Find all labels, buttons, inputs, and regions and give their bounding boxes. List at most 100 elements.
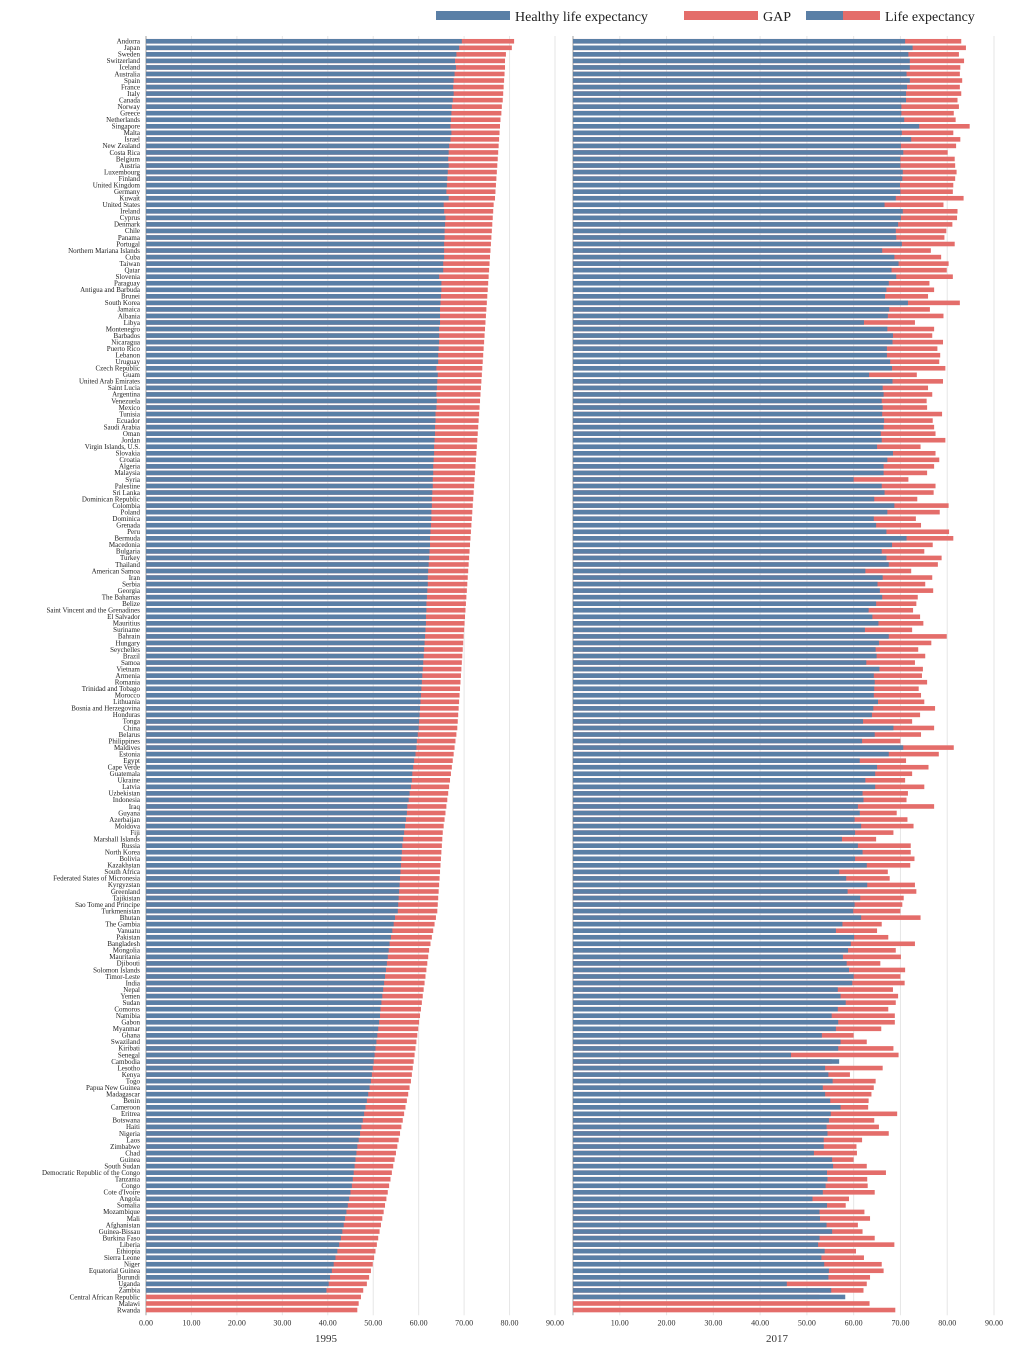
bar-1995-healthy-bar (146, 333, 440, 338)
country-label: Kyrgyzstan (108, 881, 141, 889)
x-tick-label: 10.00 (611, 1318, 629, 1327)
bar-2017-healthy-bar (573, 313, 888, 319)
bar-1995-healthy-bar (146, 549, 430, 554)
bar-2017-healthy-bar (573, 974, 854, 979)
bar-1995-healthy-bar (146, 1190, 351, 1195)
bar-1995-healthy-bar (146, 496, 432, 502)
bar-1995-healthy-bar (146, 627, 426, 633)
country-label: Slovenia (116, 273, 141, 281)
bar-1995-healthy-bar (146, 738, 417, 744)
bar-1995-healthy-bar (146, 411, 436, 417)
x-tick-label: 0.00 (139, 1318, 153, 1327)
bar-2017-healthy-bar (573, 758, 860, 763)
bar-2017-healthy-bar (573, 738, 863, 744)
country-label: Argentina (112, 391, 141, 399)
bar-2017-healthy-bar (573, 1091, 826, 1097)
bar-2017-healthy-bar (573, 84, 907, 90)
bar-1995-healthy-bar (146, 1288, 327, 1293)
bar-2017-healthy-bar (573, 536, 907, 541)
country-label: Tanzania (115, 1176, 141, 1184)
bar-1995-healthy-bar (146, 405, 437, 410)
country-label: Timor-Leste (105, 973, 140, 981)
bar-2017-healthy-bar (573, 653, 877, 659)
bar-1995-healthy-bar (146, 1131, 361, 1136)
bar-2017-healthy-bar (573, 771, 876, 777)
bar-1995-healthy-bar (146, 1222, 344, 1228)
bar-2017-healthy-bar (573, 549, 882, 554)
country-label: Saint Vincent and the Grenadines (46, 607, 140, 615)
bar-1995-healthy-bar (146, 1176, 353, 1182)
bar-1995-healthy-bar (146, 562, 429, 567)
bar-1995-gap-bar (146, 1294, 361, 1300)
bar-2017-healthy-bar (573, 91, 907, 96)
country-label: Grenada (116, 522, 141, 530)
country-label: Nicaragua (111, 338, 141, 346)
country-label: Guyana (118, 809, 141, 817)
country-label: Federated States of Micronesia (53, 875, 141, 883)
bar-2017-healthy-bar (573, 1006, 838, 1012)
bar-2017-healthy-bar (573, 202, 885, 208)
bar-2017-healthy-bar (573, 804, 858, 809)
bar-1995-healthy-bar (146, 1033, 378, 1038)
country-label: Bosnia and Herzegovina (71, 705, 141, 713)
bar-2017-healthy-bar (573, 38, 906, 44)
country-label: Israel (124, 136, 140, 144)
bar-1995-healthy-bar (146, 464, 434, 469)
bar-2017-healthy-bar (573, 333, 893, 338)
country-label: Solomon Islands (93, 966, 140, 974)
bar-1995-healthy-bar (146, 758, 415, 763)
bar-1995-healthy-bar (146, 928, 393, 934)
bar-1995-healthy-bar (146, 732, 418, 737)
country-label: Mozambique (103, 1208, 140, 1216)
bar-2017-healthy-bar (573, 287, 887, 293)
country-label: Canada (119, 96, 141, 104)
country-label: Tonga (123, 718, 141, 726)
bar-2017-healthy-bar (573, 1019, 839, 1025)
country-label: Suriname (113, 626, 140, 634)
country-label: Philippines (108, 737, 140, 745)
bar-1995-healthy-bar (146, 987, 384, 992)
bar-1995-healthy-bar (146, 326, 440, 332)
bar-1995-healthy-bar (146, 359, 439, 365)
bar-2017-healthy-bar (573, 542, 893, 548)
country-label: Taiwan (119, 260, 140, 268)
bar-1995-healthy-bar (146, 1026, 379, 1032)
legend-swatch-life-blue (806, 11, 843, 20)
country-label: Marshall Islands (94, 835, 141, 843)
bar-2017-healthy-bar (573, 987, 838, 992)
country-label: Uganda (118, 1280, 141, 1288)
bar-2017-healthy-bar (573, 666, 880, 672)
country-label: Palestine (115, 482, 140, 490)
bar-1995-healthy-bar (146, 666, 423, 672)
bar-2017-healthy-bar (573, 1046, 839, 1051)
bar-1995-healthy-bar (146, 771, 413, 777)
bar-1995-healthy-bar (146, 542, 431, 548)
bar-1995-healthy-bar (146, 594, 427, 600)
country-label: Seychelles (110, 646, 140, 654)
bar-1995-healthy-bar (146, 320, 441, 325)
bar-2017-healthy-bar (573, 1268, 829, 1274)
bar-1995-healthy-bar (146, 536, 431, 541)
bar-1995-healthy-bar (146, 863, 401, 868)
bar-2017-healthy-bar (573, 830, 856, 835)
bar-2017-healthy-bar (573, 928, 836, 934)
country-label: Iceland (119, 64, 140, 72)
country-label: Kenya (122, 1071, 141, 1079)
country-label: Greece (120, 110, 140, 118)
bar-2017-healthy-bar (573, 1085, 823, 1090)
bar-1995-healthy-bar (146, 313, 441, 319)
country-label: Iran (129, 574, 141, 582)
bar-1995-healthy-bar (146, 725, 419, 731)
bar-1995-healthy-bar (146, 889, 400, 894)
country-label: Sierra Leone (104, 1254, 140, 1262)
bar-2017-healthy-bar (573, 280, 889, 286)
bar-2017-healthy-bar (573, 777, 866, 783)
bar-1995-healthy-bar (146, 954, 388, 960)
country-label: Belgium (116, 155, 141, 163)
bar-1995-healthy-bar (146, 1242, 340, 1247)
country-label: Denmark (114, 221, 141, 229)
country-label: Malawi (119, 1300, 140, 1308)
bar-1995-healthy-bar (146, 150, 449, 155)
bar-2017-healthy-bar (573, 686, 875, 692)
country-label: Equatorial Guinea (89, 1267, 141, 1275)
